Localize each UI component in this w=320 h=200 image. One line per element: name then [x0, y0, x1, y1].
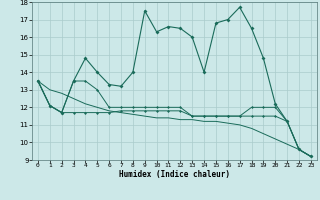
X-axis label: Humidex (Indice chaleur): Humidex (Indice chaleur) [119, 170, 230, 179]
